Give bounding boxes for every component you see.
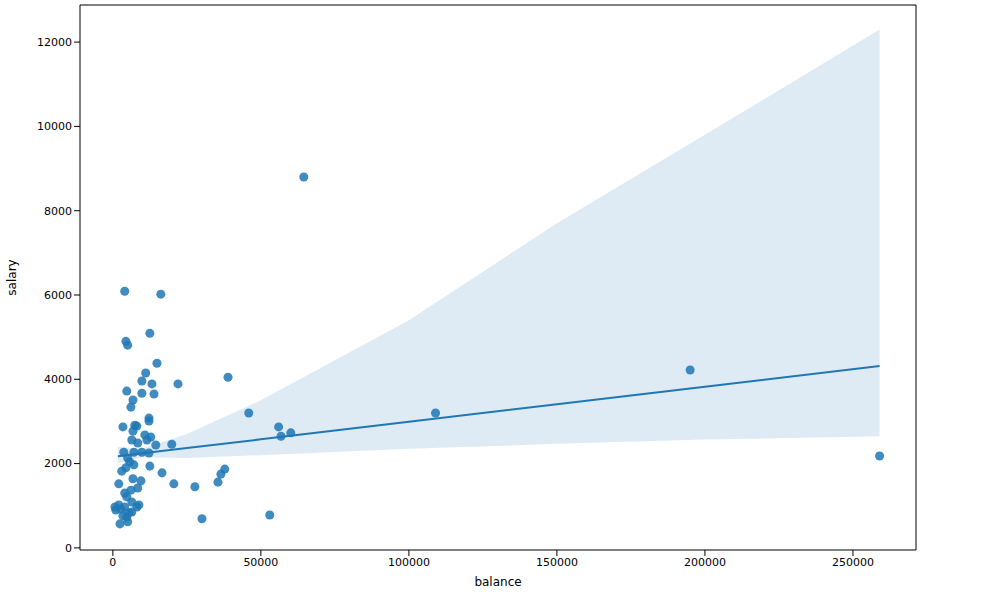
svg-text:100000: 100000 bbox=[388, 556, 430, 569]
svg-text:50000: 50000 bbox=[243, 556, 278, 569]
svg-text:10000: 10000 bbox=[37, 120, 72, 133]
svg-text:salary: salary bbox=[8, 259, 19, 295]
svg-text:0: 0 bbox=[109, 556, 116, 569]
svg-text:4000: 4000 bbox=[44, 373, 72, 386]
svg-text:200000: 200000 bbox=[684, 556, 726, 569]
svg-text:0: 0 bbox=[65, 542, 72, 555]
svg-text:250000: 250000 bbox=[832, 556, 874, 569]
svg-text:12000: 12000 bbox=[37, 36, 72, 49]
svg-text:balance: balance bbox=[474, 575, 521, 589]
svg-text:8000: 8000 bbox=[44, 205, 72, 218]
svg-text:6000: 6000 bbox=[44, 289, 72, 302]
svg-text:150000: 150000 bbox=[536, 556, 578, 569]
svg-text:2000: 2000 bbox=[44, 457, 72, 470]
